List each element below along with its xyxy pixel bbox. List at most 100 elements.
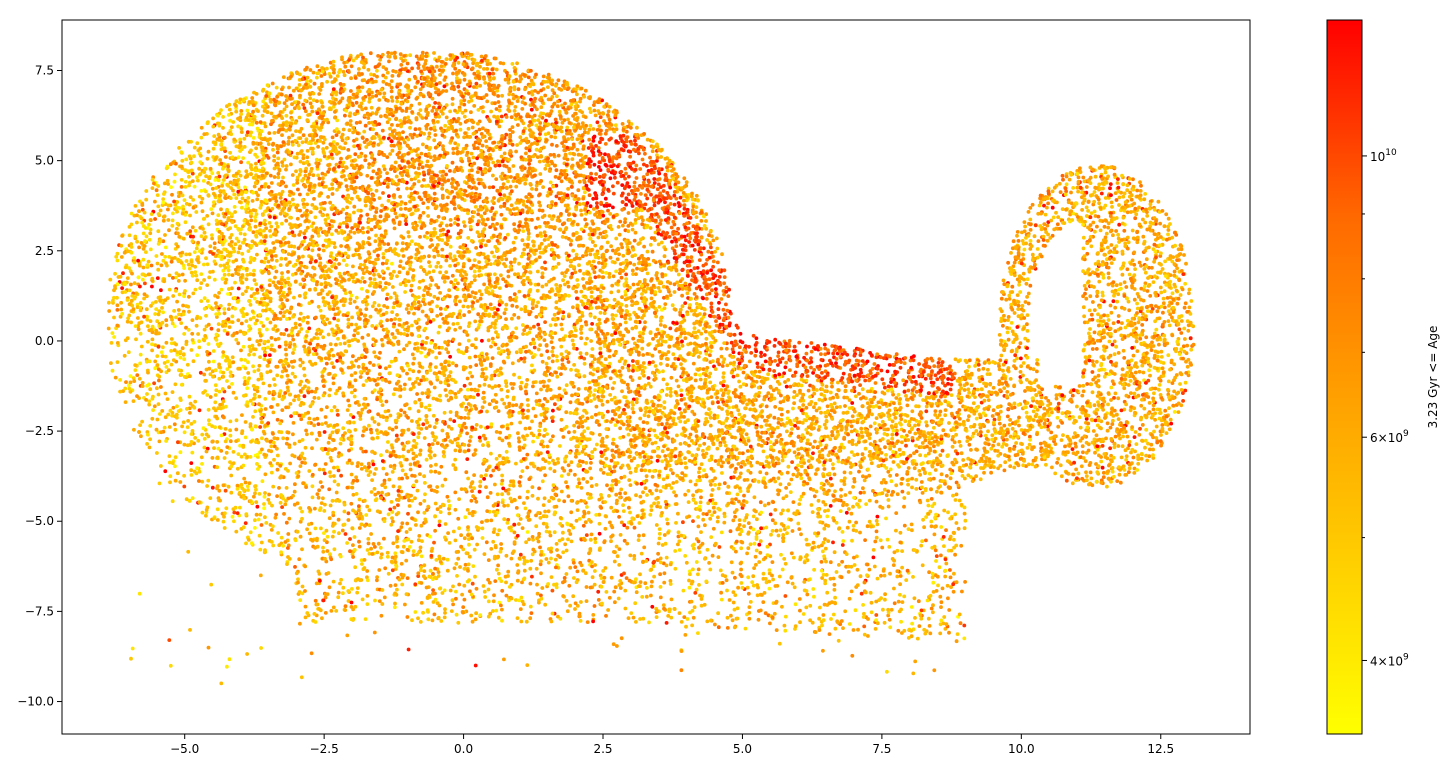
data-point [141,257,146,262]
data-point [486,577,490,582]
data-point [415,153,420,158]
data-point [929,519,934,524]
data-point [883,480,888,485]
data-point [692,326,697,330]
data-point [628,470,633,475]
data-point [645,172,650,177]
data-point [779,417,784,422]
data-point [356,316,361,321]
data-point [704,292,709,297]
data-point [193,399,198,404]
data-point [895,574,900,579]
data-point [502,503,507,508]
data-point [163,354,168,359]
data-point [730,435,734,439]
data-point [319,314,324,319]
data-point [776,350,781,355]
data-point [306,390,311,395]
data-point [477,181,482,186]
data-point [556,153,561,158]
data-point [969,383,974,388]
data-point [334,342,338,347]
data-point [578,459,582,464]
data-point [481,390,486,395]
data-point [1039,254,1044,259]
data-point [412,438,416,443]
data-point [754,548,759,553]
data-point [792,344,797,349]
data-point [141,247,146,251]
data-point [421,293,426,298]
data-point [394,433,399,438]
data-point [989,470,993,475]
data-point [959,543,964,548]
data-point [605,399,610,404]
data-point [602,575,607,580]
data-point [498,549,503,554]
data-point [698,373,702,377]
data-point [364,307,369,311]
data-point [1093,214,1098,218]
data-point [608,255,613,260]
data-point [530,419,534,424]
data-point [280,163,285,168]
data-point [589,290,594,294]
data-point [645,401,650,405]
data-point [588,276,593,281]
data-point [528,604,533,609]
data-point [196,178,200,183]
data-point [1137,432,1142,437]
data-point [619,242,624,247]
data-point [584,599,589,603]
data-point [346,148,351,152]
data-point [467,443,471,448]
data-point [801,403,806,407]
data-point [1008,464,1013,469]
data-point [310,248,315,253]
data-point [517,375,522,380]
data-point [872,564,877,569]
data-point [463,282,467,287]
data-point [308,96,312,101]
data-point [427,403,432,408]
data-point [813,472,818,476]
data-point [1045,454,1050,459]
data-point [586,510,591,515]
data-point [175,471,180,476]
data-point [790,460,794,464]
data-point [550,419,555,423]
data-point [626,415,630,420]
data-point [305,155,310,160]
data-point [1099,459,1104,464]
data-point [579,336,584,341]
data-point [353,371,358,375]
data-point [327,290,332,294]
data-point [779,511,783,516]
data-point [394,174,399,179]
data-point [512,530,517,535]
data-point [259,416,264,421]
data-point [777,488,782,493]
data-point [704,416,708,421]
data-point [262,218,267,223]
data-point [1155,309,1160,314]
data-point [366,541,371,546]
data-point [792,390,797,394]
data-point [434,107,439,112]
data-point [1091,429,1096,433]
data-point [886,498,891,502]
data-point [402,54,406,58]
data-point [177,317,182,322]
data-point [887,617,892,622]
data-point [1127,439,1132,444]
data-point [629,125,633,130]
data-point [665,382,669,387]
data-point [455,574,459,578]
data-point [951,435,955,439]
data-point [188,180,192,185]
data-point [300,438,305,442]
data-point [823,546,828,551]
data-point [1046,201,1050,206]
data-point [212,246,217,250]
data-point [291,493,295,498]
